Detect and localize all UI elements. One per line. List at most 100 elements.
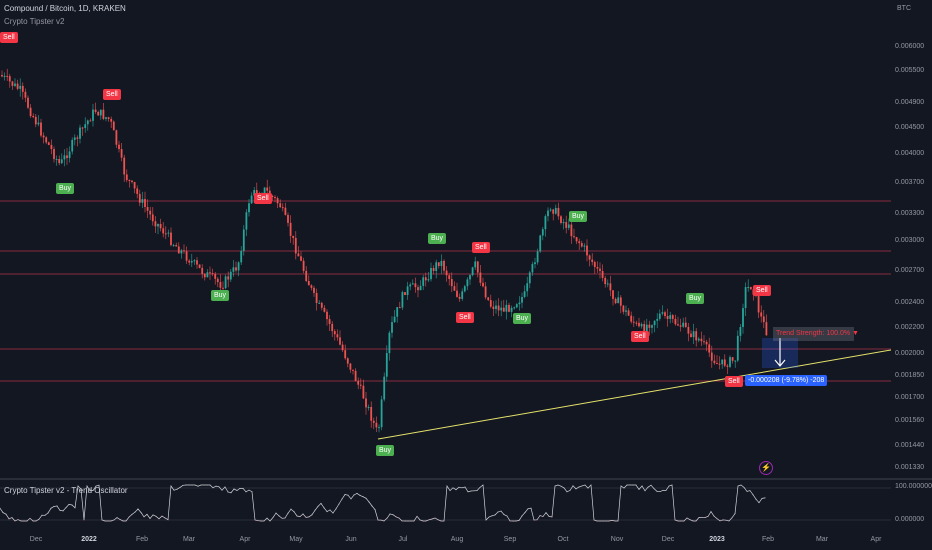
sell-signal-tag: Sell xyxy=(254,193,272,204)
candle-body xyxy=(318,302,321,304)
candle-body xyxy=(427,279,430,281)
candle-body xyxy=(409,284,412,287)
candle-body xyxy=(736,335,739,361)
candle-body xyxy=(385,353,388,377)
candle-body xyxy=(45,137,48,143)
candle-body xyxy=(622,305,625,312)
indicator-name[interactable]: Crypto Tipster v2 xyxy=(4,17,65,26)
time-label: Sep xyxy=(503,536,517,543)
candle-body xyxy=(266,187,269,191)
candle-body xyxy=(294,237,297,254)
candle-body xyxy=(697,338,700,341)
candle-body xyxy=(417,287,419,291)
candle-body xyxy=(331,323,334,332)
symbol-title[interactable]: Compound / Bitcoin, 1D, KRAKEN xyxy=(4,4,126,13)
candle-body xyxy=(710,352,713,361)
candle-body xyxy=(141,199,144,203)
candle-body xyxy=(396,307,399,317)
candle-body xyxy=(211,273,214,275)
candle-body xyxy=(209,272,211,274)
candle-body xyxy=(458,296,461,299)
candle-body xyxy=(326,311,328,320)
time-label: Jul xyxy=(398,536,408,543)
candle-body xyxy=(528,272,531,284)
candle-body xyxy=(97,112,100,116)
candle-body xyxy=(32,116,35,118)
oscillator-chart[interactable] xyxy=(0,480,891,530)
candle-body xyxy=(627,310,630,316)
candle-body xyxy=(461,291,464,299)
candle-body xyxy=(411,283,414,285)
candle-body xyxy=(648,324,651,328)
candle-body xyxy=(180,250,183,254)
candle-body xyxy=(437,262,440,266)
candle-body xyxy=(513,307,516,309)
candle-body xyxy=(638,322,640,327)
candle-body xyxy=(128,180,131,182)
price-axis[interactable]: BTC 0.006000 0.005500 0.004900 0.004500 0.00… xyxy=(891,0,932,478)
candle-body xyxy=(674,318,677,325)
time-label: Mar xyxy=(815,536,829,543)
candle-body xyxy=(263,187,266,195)
time-label: May xyxy=(289,536,303,543)
candle-body xyxy=(99,109,102,116)
time-label: 2022 xyxy=(81,536,97,543)
candle-body xyxy=(495,305,497,310)
candle-body xyxy=(729,357,731,367)
candle-body xyxy=(739,326,742,336)
candle-body xyxy=(227,276,230,280)
candle-body xyxy=(125,174,128,181)
candle-body xyxy=(570,224,573,237)
candle-body xyxy=(476,261,479,273)
price-label: 0.005500 xyxy=(895,67,925,74)
measure-label[interactable]: -0.000208 (-9.78%) -208 xyxy=(745,375,828,386)
price-label: 0.006000 xyxy=(895,43,925,50)
candle-body xyxy=(53,149,55,160)
time-label: Dec xyxy=(29,536,43,543)
sell-signal-tag: Sell xyxy=(103,89,121,100)
candle-body xyxy=(573,236,575,238)
candle-body xyxy=(414,283,417,288)
candle-body xyxy=(229,271,232,280)
sell-signal-tag: Sell xyxy=(631,331,649,342)
candle-body xyxy=(68,151,71,159)
candle-body xyxy=(206,272,209,278)
candle-body xyxy=(474,261,477,268)
oscillator-title[interactable]: Crypto Tipster v2 - Trend Oscillator xyxy=(4,486,128,495)
candle-body xyxy=(175,245,178,247)
candle-body xyxy=(547,210,549,217)
time-label: Nov xyxy=(610,536,624,543)
candle-body xyxy=(24,91,27,98)
candle-body xyxy=(193,260,196,262)
candle-body xyxy=(653,320,656,326)
candle-body xyxy=(365,398,367,408)
candle-body xyxy=(34,116,37,125)
candle-body xyxy=(677,324,679,326)
candle-body xyxy=(541,229,544,236)
candle-body xyxy=(666,316,669,319)
candle-body xyxy=(196,260,198,265)
pane-separator[interactable] xyxy=(0,478,932,480)
candle-body xyxy=(695,331,698,341)
time-label: 2023 xyxy=(709,536,725,543)
time-axis[interactable]: Dec 2022 Feb Mar Apr May Jun Jul Aug Sep Oct Nov Dec… xyxy=(0,530,891,550)
candle-body xyxy=(115,130,118,145)
candle-body xyxy=(11,81,14,86)
candle-body xyxy=(235,267,237,271)
candle-body xyxy=(664,312,666,317)
candle-body xyxy=(71,139,74,152)
lightning-icon[interactable]: ⚡ xyxy=(759,461,773,475)
candle-body xyxy=(146,206,149,211)
candle-body xyxy=(692,331,695,338)
candle-body xyxy=(404,292,406,295)
oscillator-label-bottom: 0.000000 xyxy=(895,516,925,523)
candle-body xyxy=(323,307,326,312)
candle-body xyxy=(643,324,646,332)
price-chart[interactable] xyxy=(0,0,891,478)
candle-body xyxy=(250,195,253,204)
candle-body xyxy=(508,304,510,312)
candle-body xyxy=(162,228,165,234)
candle-body xyxy=(219,282,222,288)
candle-body xyxy=(640,324,643,327)
candle-body xyxy=(424,277,427,281)
